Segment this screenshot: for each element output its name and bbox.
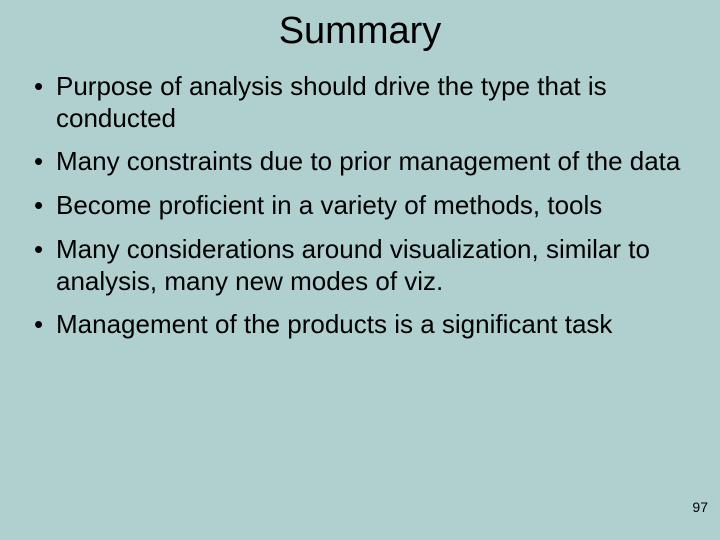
list-item: Purpose of analysis should drive the typ… (30, 71, 690, 134)
slide-title: Summary (0, 0, 720, 71)
page-number: 97 (692, 499, 708, 515)
slide-content: Purpose of analysis should drive the typ… (0, 71, 720, 341)
list-item: Management of the products is a signific… (30, 309, 690, 341)
list-item: Many constraints due to prior management… (30, 146, 690, 178)
list-item: Many considerations around visualization… (30, 234, 690, 297)
list-item: Become proficient in a variety of method… (30, 190, 690, 222)
bullet-list: Purpose of analysis should drive the typ… (30, 71, 690, 341)
